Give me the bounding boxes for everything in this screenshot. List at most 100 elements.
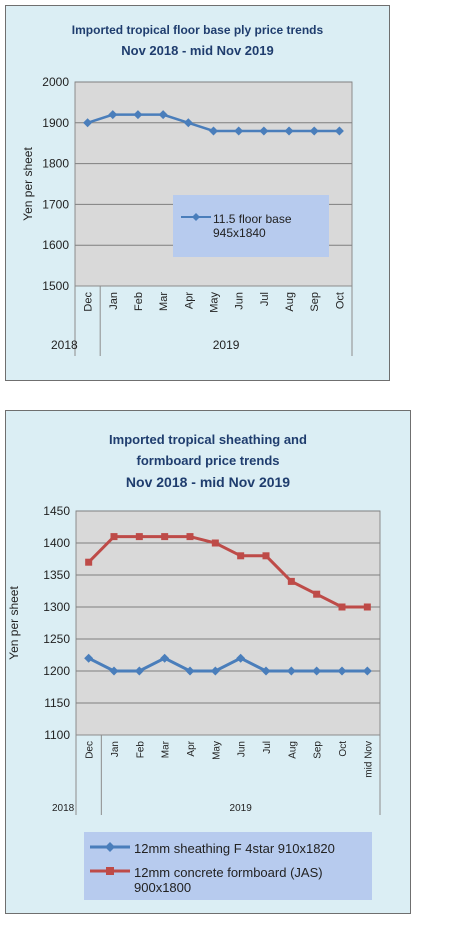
legend-marker-formboard (90, 867, 130, 875)
x-tick-label: Feb (135, 741, 146, 759)
x-tick-label: Oct (334, 292, 346, 309)
x-tick-label: May (209, 292, 221, 313)
data-point-0 (109, 666, 119, 676)
data-point-1 (186, 533, 194, 541)
chart-panel-floor-base: Imported tropical floor base ply price t… (5, 5, 390, 381)
data-point-0 (284, 126, 294, 136)
data-point-0 (134, 666, 144, 676)
data-point-0 (261, 666, 271, 676)
y-tick-label: 1700 (42, 197, 69, 211)
year-label-left: 2018 (51, 338, 78, 352)
y-tick-label: 1600 (42, 238, 69, 252)
x-tick-label: Jul (259, 292, 271, 306)
data-point-0 (158, 110, 168, 120)
x-tick-label: Sep (313, 741, 324, 759)
data-point-0 (108, 110, 118, 120)
x-tick-label: Jan (108, 292, 120, 310)
data-point-1 (135, 533, 143, 541)
series-line-1 (87, 535, 368, 609)
data-point-0 (84, 653, 94, 663)
x-tick-label: Jul (262, 741, 273, 754)
legend-line2: 945x1840 (213, 226, 266, 240)
x-tick-label: Jun (234, 292, 246, 310)
y-tick-label: 1800 (42, 157, 69, 171)
data-point-0 (234, 126, 244, 136)
x-tick-label: Mar (158, 292, 170, 311)
sheathing-formboard-chart: 1100 1150 1200 1250 1300 1350 1400 1450 Dec Jan Fe… (7, 504, 381, 815)
y-tick-label: 1100 (44, 728, 70, 742)
x-tick-label: Jan (110, 741, 121, 757)
x-tick-label: Dec (83, 292, 95, 312)
chart-legend: 12mm sheathing F 4star 910x1820 12mm con… (84, 832, 372, 900)
y-tick-label: 1300 (43, 600, 70, 614)
y-tick-label: 1500 (42, 279, 69, 293)
x-tick-label: Sep (309, 292, 321, 312)
data-point-1 (363, 603, 371, 611)
data-point-0 (334, 126, 344, 136)
data-point-1 (262, 552, 270, 560)
chart-title-line1: Imported tropical sheathing and (109, 432, 307, 447)
data-point-1 (161, 533, 169, 541)
legend-label-sheathing: 12mm sheathing F 4star 910x1820 (134, 841, 335, 856)
y-axis-label: Yen per sheet (7, 586, 21, 660)
x-tick-label: mid Nov (363, 741, 374, 778)
legend-label-formboard: 12mm concrete formboard (JAS) 900x1800 (134, 865, 323, 895)
chart-panel-sheathing-formboard: Imported tropical sheathing and formboar… (5, 410, 411, 914)
y-tick-label: 1450 (43, 504, 70, 518)
data-point-0 (83, 118, 93, 128)
x-tick-label: May (211, 741, 222, 760)
data-point-0 (337, 666, 347, 676)
y-axis-label: Yen per sheet (21, 147, 35, 221)
x-tick-label: Feb (133, 292, 145, 311)
chart-title-line1: Imported tropical floor base ply price t… (71, 23, 324, 37)
chart-title-line3: Nov 2018 - mid Nov 2019 (125, 474, 291, 490)
chart-title-line2: formboard price trends (136, 453, 280, 468)
plot-area (75, 510, 381, 736)
x-tick-label: Oct (338, 741, 349, 757)
data-point-0 (312, 666, 322, 676)
y-tick-label: 1250 (43, 632, 70, 646)
data-point-1 (287, 577, 295, 585)
data-point-0 (133, 110, 143, 120)
y-tick-label: 1900 (42, 116, 69, 130)
data-point-0 (210, 666, 220, 676)
x-tick-label: Aug (287, 741, 298, 759)
chart-title-line2: Nov 2018 - mid Nov 2019 (121, 43, 274, 58)
x-tick-label: Apr (183, 292, 195, 309)
year-label-left: 2018 (52, 803, 75, 814)
y-tick-label: 1150 (44, 696, 70, 710)
legend-line1: 11.5 floor base (213, 212, 292, 226)
year-label-right: 2019 (230, 803, 253, 814)
y-tick-label: 1400 (43, 536, 70, 550)
x-tick-label: Apr (186, 740, 197, 756)
legend-line2: 900x1800 (134, 880, 192, 895)
data-point-0 (183, 118, 193, 128)
data-point-0 (236, 653, 246, 663)
data-point-0 (209, 126, 218, 136)
data-point-0 (286, 666, 296, 676)
data-point-1 (338, 603, 346, 611)
data-point-0 (160, 653, 170, 663)
legend-label-floor-base: 11.5 floor base 945x1840 (213, 212, 292, 240)
data-point-0 (185, 666, 195, 676)
legend-marker-sheathing (90, 842, 130, 852)
data-point-1 (313, 590, 321, 598)
data-point-0 (362, 666, 372, 676)
data-point-1 (237, 552, 245, 560)
legend-line1: 12mm concrete formboard (JAS) (134, 865, 323, 880)
x-tick-label: Jun (237, 741, 248, 757)
data-point-1 (211, 539, 219, 547)
floor-base-chart: 1500 1600 1700 1800 1900 2000 Dec Jan Feb Mar Apr M… (21, 75, 353, 356)
y-tick-label: 2000 (42, 75, 69, 89)
x-tick-label: Mar (161, 740, 172, 758)
chart-legend: 11.5 floor base 945x1840 (173, 195, 329, 257)
data-point-0 (259, 126, 269, 136)
data-point-1 (110, 533, 118, 541)
x-tick-label: Dec (85, 741, 96, 759)
x-tick-label: Aug (284, 292, 296, 312)
data-point-1 (85, 558, 93, 566)
legend-marker-floor-base (181, 213, 211, 221)
year-label-right: 2019 (213, 338, 240, 352)
data-point-0 (309, 126, 319, 136)
y-tick-label: 1200 (43, 664, 70, 678)
